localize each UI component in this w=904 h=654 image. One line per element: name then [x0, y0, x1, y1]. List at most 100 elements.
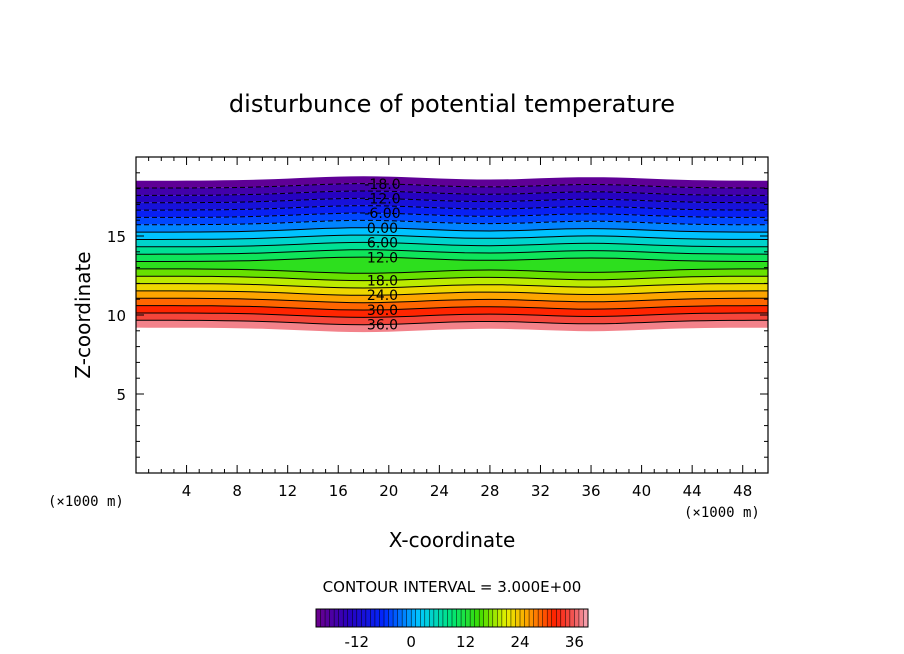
contour-label: 18.0: [367, 273, 398, 289]
contour-line-negative: [136, 183, 768, 189]
colorbar-cell: [492, 609, 498, 627]
colorbar-tick-label: 0: [406, 633, 416, 651]
contour-band: [136, 283, 768, 296]
colorbar-cell: [343, 609, 349, 627]
x-tick-label: 40: [632, 482, 651, 500]
colorbar-cell: [538, 609, 543, 627]
colorbar-tick-label: 36: [565, 633, 584, 651]
contour-label: 30.0: [367, 303, 398, 319]
contour-field: [136, 176, 768, 333]
colorbar-cell: [506, 609, 512, 627]
colorbar-cell: [488, 609, 494, 627]
contour-line: [136, 283, 768, 289]
x-tick-label: 24: [430, 482, 449, 500]
x-tick-label: 28: [480, 482, 499, 500]
colorbar-cell: [560, 609, 566, 627]
colorbar-cell: [479, 609, 485, 627]
colorbar-cell: [316, 609, 321, 627]
y-axis-label: Z-coordinate: [71, 251, 95, 378]
contour-line-negative: [136, 205, 768, 211]
colorbar-cell: [420, 609, 426, 627]
colorbar-tick-label: -12: [345, 633, 370, 651]
contour-label: 24.0: [367, 288, 398, 304]
colorbar-cell: [551, 609, 557, 627]
contour-lines: [136, 183, 769, 326]
colorbar-cell: [397, 609, 403, 627]
y-tick-labels: 5 10 15: [107, 228, 126, 404]
colorbar-cell: [406, 609, 412, 627]
contour-label: 12.0: [367, 250, 398, 266]
contour-line: [136, 256, 768, 262]
contour-band: [136, 276, 768, 288]
colorbar-cell: [370, 609, 376, 627]
colorbar-cell: [515, 609, 521, 627]
contour-label: -12.0: [364, 192, 400, 208]
colorbar-cell: [424, 609, 430, 627]
colorbar-cell: [374, 609, 380, 627]
y-tick-label: 5: [116, 386, 126, 404]
contour-line: [136, 241, 768, 248]
colorbar-cell: [524, 609, 530, 627]
colorbar-cell: [461, 609, 466, 627]
colorbar-cell: [483, 609, 489, 627]
x-tick-label: 32: [531, 482, 550, 500]
colorbar: [315, 608, 589, 628]
colorbar-cell: [429, 609, 435, 627]
x-tick-label: 20: [379, 482, 398, 500]
colorbar-cell: [338, 609, 344, 627]
contour-line: [136, 275, 768, 282]
contour-line-negative: [136, 197, 768, 204]
colorbar-cell: [565, 609, 571, 627]
colorbar-cell: [470, 609, 475, 627]
colorbar-cell: [433, 609, 439, 627]
x-tick-label: 12: [278, 482, 297, 500]
colorbar-tick-label: 12: [456, 633, 475, 651]
contour-band: [136, 249, 768, 262]
contour-line: [136, 312, 768, 318]
contour-line: [136, 249, 769, 255]
x-unit-left: (×1000 m): [48, 494, 124, 510]
x-tick-label: 36: [581, 482, 600, 500]
colorbar-cell: [574, 609, 580, 627]
contour-band: [136, 183, 768, 196]
colorbar-tick-label: 24: [510, 633, 529, 651]
contour-line-negative: [136, 190, 768, 196]
colorbar-cell: [510, 609, 516, 627]
colorbar-cell: [569, 609, 575, 627]
contour-band: [136, 176, 768, 188]
contour-band: [136, 205, 768, 218]
colorbar-cell: [497, 609, 503, 627]
contour-interval-text: CONTOUR INTERVAL = 3.000E+00: [323, 578, 582, 596]
contour-band: [136, 220, 768, 233]
contour-label: 6.00: [367, 236, 398, 252]
colorbar-cell: [334, 609, 339, 627]
colorbar-cell: [393, 609, 398, 627]
colorbar-cell: [415, 609, 421, 627]
contour-line: [136, 305, 768, 311]
colorbar-cell: [356, 609, 362, 627]
colorbar-cell: [388, 609, 394, 627]
colorbar-tick-labels: -12 0 12 24 36: [345, 633, 584, 651]
contour-band: [136, 227, 768, 240]
colorbar-cell: [578, 609, 584, 627]
contour-line: [136, 234, 769, 240]
colorbar-cell: [361, 609, 367, 627]
colorbar-cell: [520, 609, 525, 627]
contour-band: [136, 257, 768, 274]
contour-band: [136, 313, 768, 325]
contour-line: [136, 319, 768, 326]
colorbar-cell: [474, 609, 480, 627]
colorbar-cell: [411, 609, 417, 627]
colorbar-frame: [315, 608, 589, 628]
colorbar-cell: [456, 609, 462, 627]
colorbar-cell: [352, 609, 358, 627]
colorbar-cell: [379, 609, 385, 627]
contour-band: [136, 191, 768, 203]
colorbar-cell: [347, 609, 353, 627]
x-tick-labels: 4 8 12 16 20 24 28 32 36 40 44 48: [182, 482, 752, 500]
x-tick-label: 44: [683, 482, 702, 500]
chart-title: disturbunce of potential temperature: [229, 90, 675, 118]
contour-line: [136, 290, 768, 296]
contour-line-negative: [136, 219, 769, 226]
